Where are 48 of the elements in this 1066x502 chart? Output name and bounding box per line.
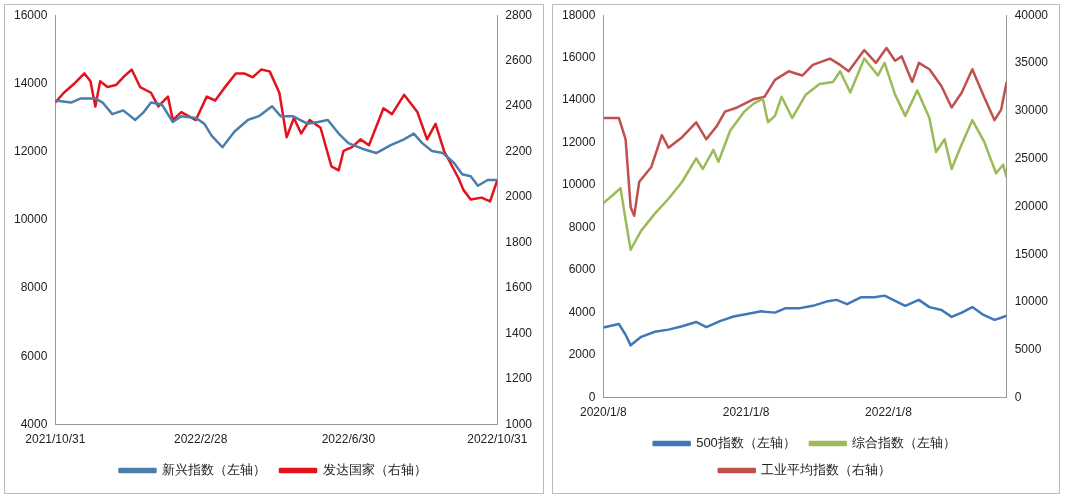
y2-tick-label: 1200 <box>505 371 533 386</box>
y-tick-label: 18000 <box>561 7 596 22</box>
x-tick-label: 2020/1/8 <box>580 405 628 420</box>
x-tick-label: 2022/2/28 <box>173 432 228 447</box>
y2-tick-label: 1600 <box>505 280 533 295</box>
y2-tick-label: 35000 <box>1014 55 1049 70</box>
y-tick-label: 2000 <box>568 347 596 362</box>
y2-tick-label: 2800 <box>505 7 533 22</box>
y-tick-label: 12000 <box>13 143 48 158</box>
y2-tick-label: 1000 <box>505 416 533 431</box>
y2-tick-label: 30000 <box>1014 103 1049 118</box>
x-tick-label: 2021/1/8 <box>722 405 770 420</box>
y2-tick-label: 1800 <box>505 234 533 249</box>
y2-tick-label: 10000 <box>1014 294 1049 309</box>
y2-tick-label: 1400 <box>505 325 533 340</box>
y-tick-label: 10000 <box>561 177 596 192</box>
y2-tick-label: 40000 <box>1014 7 1049 22</box>
y-tick-label: 4000 <box>568 304 596 319</box>
y-tick-label: 6000 <box>568 262 596 277</box>
y2-tick-label: 15000 <box>1014 246 1049 261</box>
y2-tick-label: 2200 <box>505 143 533 158</box>
legend-label: 发达国家（右轴） <box>322 462 427 478</box>
y2-tick-label: 5000 <box>1014 342 1042 357</box>
y-tick-label: 8000 <box>568 219 596 234</box>
y2-tick-label: 2600 <box>505 53 533 67</box>
legend-label: 综合指数（左轴） <box>852 435 957 451</box>
y2-tick-label: 25000 <box>1014 150 1049 165</box>
y2-tick-label: 20000 <box>1014 198 1049 213</box>
y-tick-label: 0 <box>588 389 596 404</box>
y2-tick-label: 2400 <box>505 98 533 113</box>
y-tick-label: 8000 <box>20 280 48 295</box>
y-tick-label: 14000 <box>13 75 48 90</box>
y-tick-label: 14000 <box>561 92 596 107</box>
y-tick-label: 12000 <box>561 134 596 149</box>
y-tick-label: 16000 <box>13 7 48 22</box>
x-tick-label: 2021/10/31 <box>25 432 86 447</box>
y2-tick-label: 2000 <box>505 189 533 204</box>
y-tick-label: 10000 <box>13 212 48 227</box>
x-tick-label: 2022/10/31 <box>467 432 528 447</box>
y-tick-label: 4000 <box>20 416 48 431</box>
legend-label: 新兴指数（左轴） <box>162 462 266 478</box>
y-tick-label: 6000 <box>20 348 48 363</box>
legend-label: 工业平均指数（右轴） <box>761 462 892 478</box>
legend-label: 500指数（左轴） <box>696 435 796 451</box>
y2-tick-label: 0 <box>1014 389 1022 404</box>
x-tick-label: 2022/6/30 <box>321 432 376 447</box>
x-tick-label: 2022/1/8 <box>865 405 913 420</box>
y-tick-label: 16000 <box>561 50 596 64</box>
